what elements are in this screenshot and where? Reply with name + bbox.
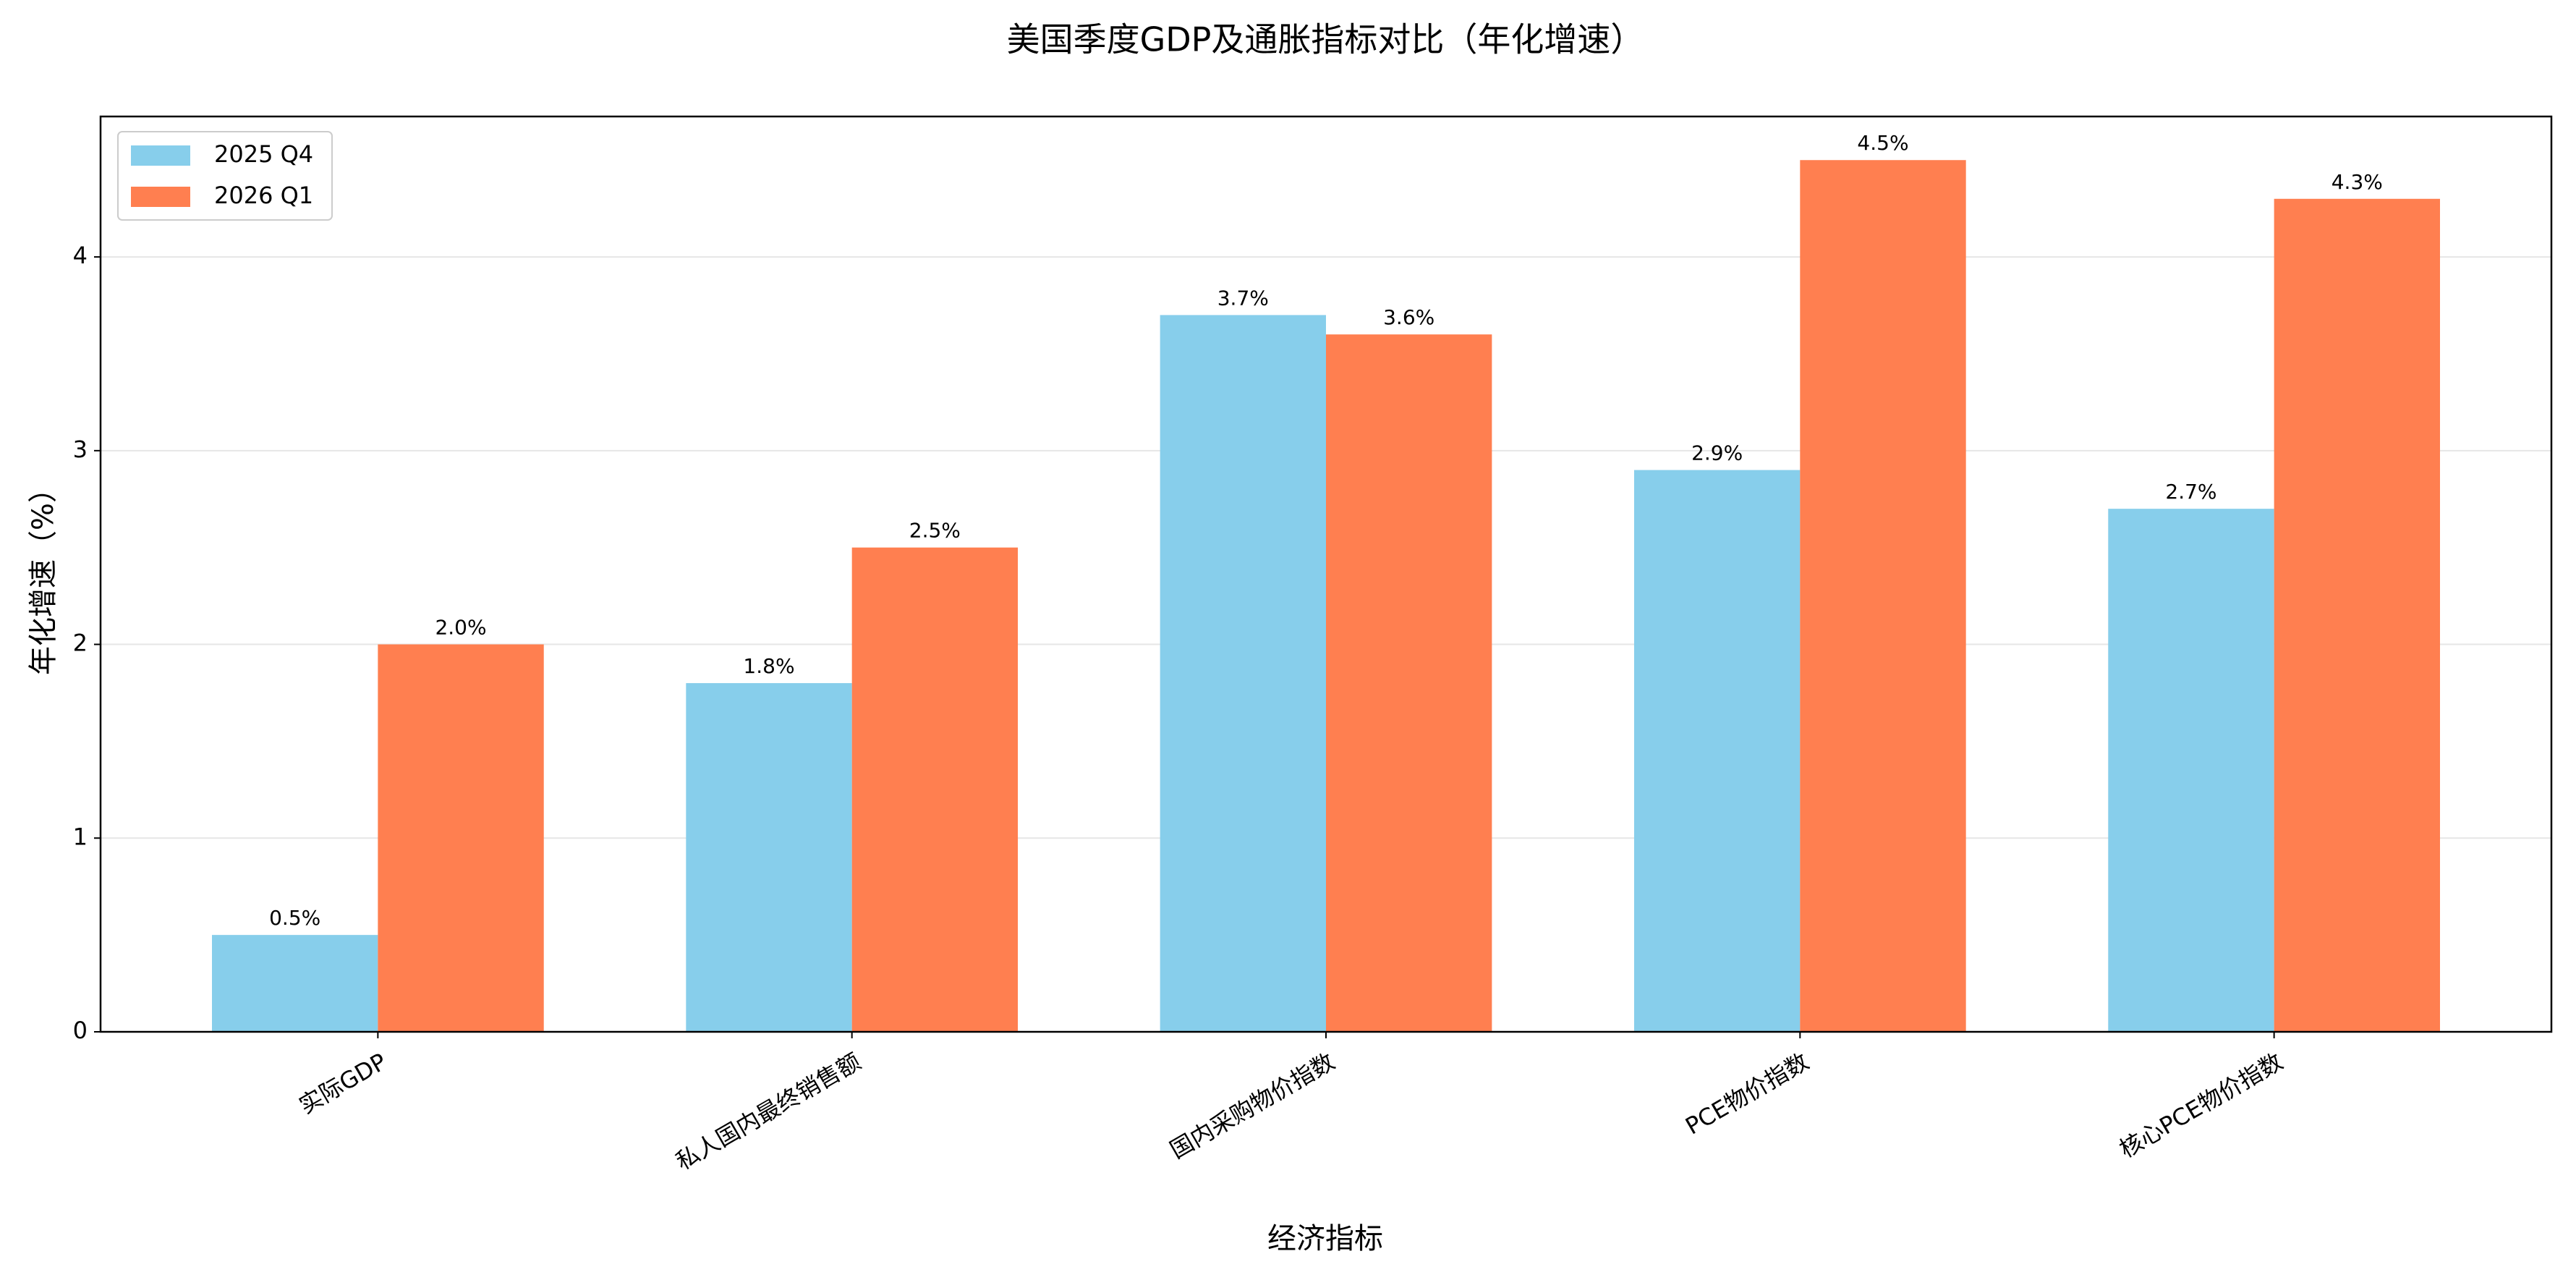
y-tick-label: 3 — [73, 436, 88, 463]
bar — [378, 644, 544, 1032]
y-tick-label: 4 — [73, 242, 88, 269]
legend-swatch — [131, 187, 190, 207]
value-label: 1.8% — [743, 654, 794, 678]
bar — [851, 547, 1019, 1032]
legend-label: 2026 Q1 — [214, 182, 313, 209]
y-tick-label: 1 — [73, 823, 88, 850]
legend-swatch — [131, 145, 190, 166]
y-axis-label: 年化增速（%） — [27, 474, 60, 675]
x-tick-label: PCE物价指数 — [1680, 1048, 1813, 1140]
value-label: 4.3% — [2331, 170, 2383, 194]
bar — [2274, 198, 2440, 1032]
value-label: 2.9% — [1691, 441, 1743, 465]
y-tick-label: 2 — [73, 630, 88, 657]
x-tick-label: 核心PCE物价指数 — [2114, 1048, 2287, 1164]
bar — [1160, 315, 1326, 1033]
value-label: 2.7% — [2165, 480, 2216, 504]
x-axis-label: 经济指标 — [1267, 1222, 1383, 1255]
bar — [2108, 509, 2274, 1032]
bar — [212, 935, 378, 1032]
value-label: 3.6% — [1383, 305, 1434, 329]
value-label: 2.0% — [435, 616, 486, 640]
bar — [1633, 470, 1801, 1032]
legend-label: 2025 Q4 — [214, 140, 313, 168]
value-label: 0.5% — [269, 906, 320, 930]
x-tick-label: 私人国内最终销售额 — [671, 1048, 865, 1176]
bar — [686, 683, 852, 1032]
bar — [1800, 160, 1966, 1033]
x-tick-label: 国内采购物价指数 — [1165, 1048, 1340, 1164]
value-label: 3.7% — [1217, 286, 1269, 310]
chart-title: 美国季度GDP及通胀指标对比（年化增速） — [1007, 20, 1644, 59]
value-label: 4.5% — [1857, 131, 1908, 155]
y-tick-label: 0 — [73, 1017, 88, 1044]
legend: 2025 Q4 2026 Q1 — [117, 131, 333, 221]
plot-frame — [99, 115, 2553, 1033]
bar — [1326, 334, 1492, 1032]
x-tick-label: 实际GDP — [294, 1048, 391, 1119]
value-label: 2.5% — [909, 519, 961, 543]
